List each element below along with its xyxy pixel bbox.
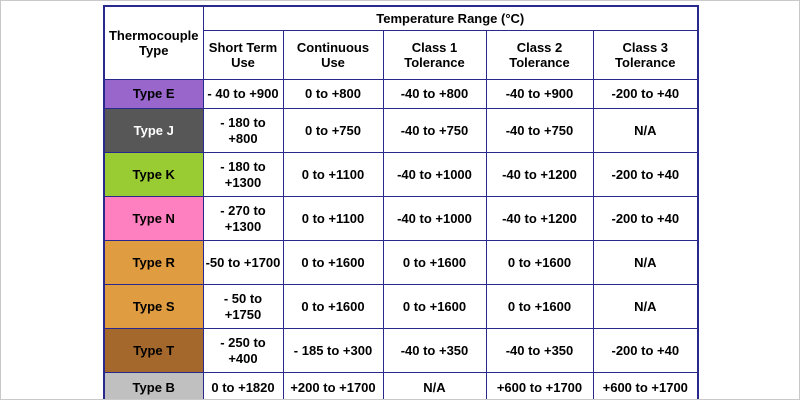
range-value-cell: -200 to +40 (592, 152, 699, 197)
range-value-cell: 0 to +1600 (282, 240, 384, 285)
range-value-cell: N/A (592, 108, 699, 153)
range-value-cell: - 270 to +1300 (202, 196, 284, 241)
range-value-cell: +200 to +1700 (282, 372, 384, 399)
corner-header-thermocouple-type: Thermocouple Type (103, 5, 204, 80)
range-value-cell: -40 to +800 (382, 79, 487, 109)
table-row: Type N- 270 to +1300 0 to +1100 -40 to +10… (103, 196, 699, 241)
range-value-cell: -200 to +40 (592, 79, 699, 109)
range-value-cell: N/A (592, 284, 699, 329)
table-body: Type E- 40 to +900 0 to +800 -40 to +800 -4… (103, 79, 699, 399)
range-value-cell: +600 to +1700 (485, 372, 594, 399)
table-row: Type E- 40 to +900 0 to +800 -40 to +800 -4… (103, 79, 699, 109)
group-header-temperature-range: Temperature Range (°C) (202, 5, 699, 31)
thermocouple-type-swatch-label: Type K (103, 152, 204, 197)
range-value-cell: -40 to +1000 (382, 152, 487, 197)
range-value-cell: -40 to +1000 (382, 196, 487, 241)
range-value-cell: - 180 to +1300 (202, 152, 284, 197)
thermocouple-type-swatch-label: Type J (103, 108, 204, 153)
range-value-cell: -50 to +1700 (202, 240, 284, 285)
column-header-class-2-tolerance: Class 2 Tolerance (485, 30, 594, 80)
range-value-cell: -40 to +1200 (485, 152, 594, 197)
thermocouple-range-table: Thermocouple Type Temperature Range (°C)… (103, 5, 700, 399)
range-value-cell: - 250 to +400 (202, 328, 284, 373)
thermocouple-type-swatch-label: Type R (103, 240, 204, 285)
thermocouple-type-swatch-label: Type T (103, 328, 204, 373)
range-value-cell: -40 to +900 (485, 79, 594, 109)
range-value-cell: - 185 to +300 (282, 328, 384, 373)
range-value-cell: -200 to +40 (592, 328, 699, 373)
range-value-cell: 0 to +1600 (485, 240, 594, 285)
range-value-cell: 0 to +1820 (202, 372, 284, 399)
range-value-cell: -200 to +40 (592, 196, 699, 241)
range-value-cell: -40 to +750 (382, 108, 487, 153)
table-row: Type R -50 to +1700 0 to +1600 0 to +1600 0 … (103, 240, 699, 285)
range-value-cell: 0 to +1600 (282, 284, 384, 329)
range-value-cell: -40 to +1200 (485, 196, 594, 241)
thermocouple-type-swatch-label: Type E (103, 79, 204, 109)
range-value-cell: -40 to +350 (382, 328, 487, 373)
column-header-class-1-tolerance: Class 1 Tolerance (382, 30, 487, 80)
range-value-cell: 0 to +1600 (485, 284, 594, 329)
thermocouple-type-swatch-label: Type S (103, 284, 204, 329)
table-header: Thermocouple Type Temperature Range (°C)… (103, 5, 699, 80)
table-row: Type K- 180 to +1300 0 to +1100 -40 to +10… (103, 152, 699, 197)
thermocouple-type-swatch-label: Type N (103, 196, 204, 241)
column-header-row: Short Term Use Continuous Use Class 1 To… (104, 30, 699, 80)
range-value-cell: -40 to +750 (485, 108, 594, 153)
range-value-cell: 0 to +750 (282, 108, 384, 153)
group-header-row: Thermocouple Type Temperature Range (°C) (103, 5, 699, 80)
range-value-cell: 0 to +1100 (282, 152, 384, 197)
range-value-cell: +600 to +1700 (592, 372, 699, 399)
table-row: Type J- 180 to +800 0 to +750 -40 to +750-… (103, 108, 699, 153)
column-header-continuous-use: Continuous Use (282, 30, 384, 80)
column-header-class-3-tolerance: Class 3 Tolerance (592, 30, 699, 80)
range-value-cell: - 50 to +1750 (202, 284, 284, 329)
range-value-cell: 0 to +1600 (382, 240, 487, 285)
column-header-short-term-use: Short Term Use (202, 30, 284, 80)
range-value-cell: - 180 to +800 (202, 108, 284, 153)
table-row: Type T- 250 to +400- 185 to +300 -40 to +… (103, 328, 699, 373)
range-value-cell: - 40 to +900 (202, 79, 284, 109)
range-value-cell: 0 to +800 (282, 79, 384, 109)
range-value-cell: -40 to +350 (485, 328, 594, 373)
range-value-cell: 0 to +1100 (282, 196, 384, 241)
thermocouple-type-swatch-label: Type B (103, 372, 204, 399)
range-value-cell: N/A (382, 372, 487, 399)
table-row: Type S- 50 to +1750 0 to +1600 0 to +1600 0… (103, 284, 699, 329)
range-value-cell: N/A (592, 240, 699, 285)
range-value-cell: 0 to +1600 (382, 284, 487, 329)
